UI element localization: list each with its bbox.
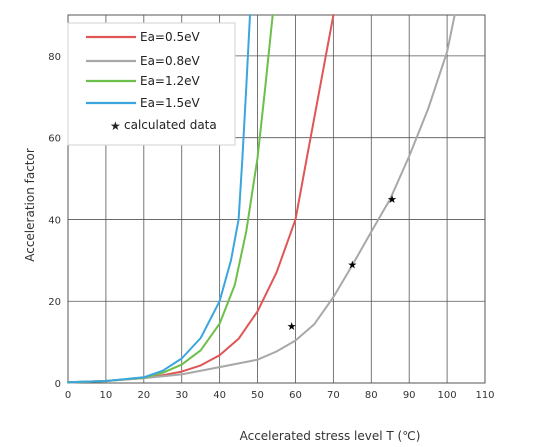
- calculated-data-point-0: ★: [287, 320, 297, 333]
- y-tick-label-0: 0: [55, 379, 61, 390]
- x-tick-label-10: 100: [438, 390, 457, 401]
- y-tick-label-1: 20: [48, 297, 61, 308]
- calculated-data-point-2: ★: [387, 193, 397, 206]
- series-lines: [67, 14, 456, 384]
- legend: Ea=0.5eV Ea=0.8eV Ea=1.2eV Ea=1.5eV ★ ca…: [67, 22, 236, 146]
- series-line-3: [67, 14, 251, 384]
- x-tick-label-11: 110: [475, 390, 494, 401]
- plot-frame: [67, 14, 486, 384]
- calculated-data-point-1: ★: [347, 258, 357, 271]
- x-tick-label-2: 20: [137, 390, 150, 401]
- x-tick-label-6: 60: [289, 390, 302, 401]
- y-axis-title: Acceleration factor: [23, 148, 37, 262]
- legend-label-2: Ea=1.2eV: [140, 74, 200, 88]
- tick-labels: 0 10 20 30 40 50 60 70 80 90 100 110 0 20 40 60 80: [48, 52, 494, 401]
- x-tick-label-9: 90: [403, 390, 416, 401]
- x-tick-label-5: 50: [251, 390, 264, 401]
- x-tick-label-8: 80: [365, 390, 378, 401]
- legend-label-3: Ea=1.5eV: [140, 96, 200, 110]
- legend-box: [67, 22, 236, 146]
- x-tick-label-7: 70: [327, 390, 340, 401]
- legend-label-calculated: calculated data: [124, 118, 217, 132]
- legend-label-1: Ea=0.8eV: [140, 54, 200, 68]
- x-tick-label-0: 0: [65, 390, 71, 401]
- series-line-1: [67, 14, 456, 384]
- x-tick-label-1: 10: [100, 390, 113, 401]
- x-tick-label-3: 30: [175, 390, 188, 401]
- y-tick-label-3: 60: [48, 134, 61, 145]
- y-tick-label-2: 40: [48, 215, 61, 226]
- x-axis-title: Accelerated stress level T (℃): [240, 429, 421, 443]
- calculated-data-markers: ★ ★ ★: [287, 193, 397, 333]
- legend-star-icon: ★: [110, 119, 121, 133]
- legend-label-0: Ea=0.5eV: [140, 30, 200, 44]
- y-tick-label-4: 80: [48, 52, 61, 63]
- x-tick-label-4: 40: [213, 390, 226, 401]
